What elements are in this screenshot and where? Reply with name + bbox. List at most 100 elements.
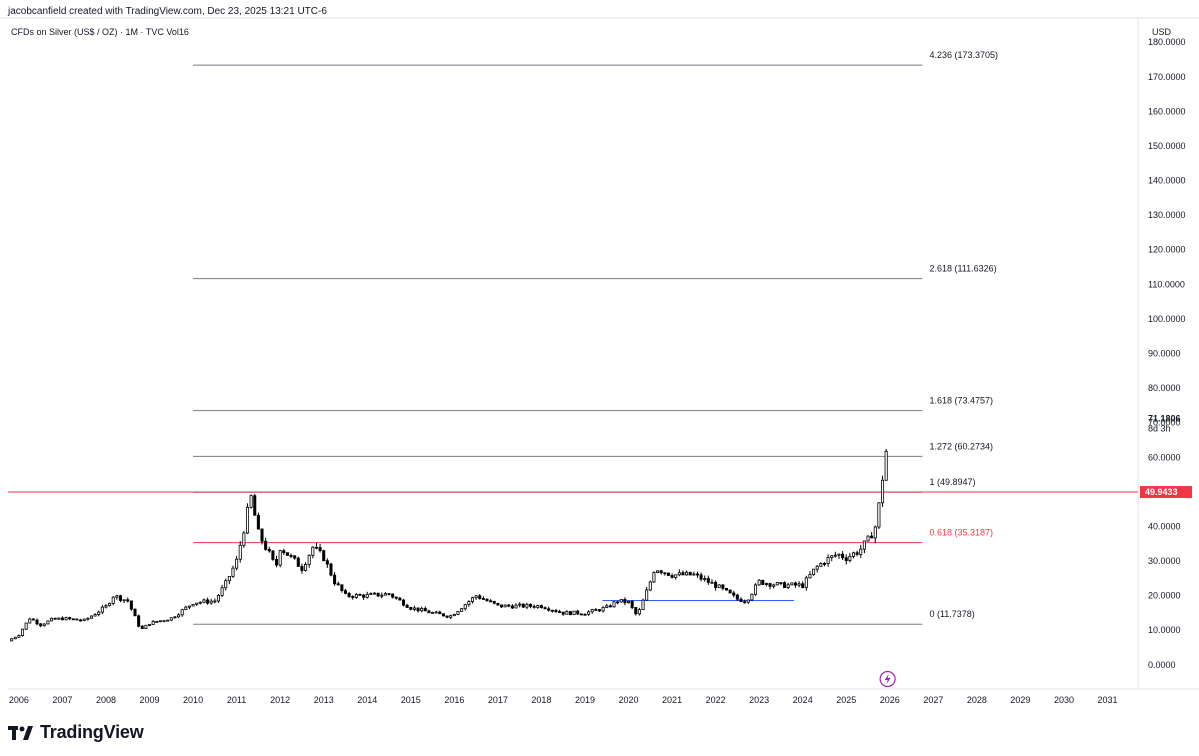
candle-body bbox=[213, 600, 217, 603]
candle-41 bbox=[158, 620, 162, 623]
candle-body bbox=[478, 595, 482, 599]
candle-13 bbox=[57, 617, 61, 620]
candle-body bbox=[583, 613, 587, 616]
candle-body bbox=[550, 609, 554, 612]
candle-body bbox=[775, 582, 779, 586]
candle-body bbox=[318, 547, 322, 552]
currency-label[interactable]: USD bbox=[1152, 27, 1172, 37]
x-tick-label: 2015 bbox=[401, 695, 421, 705]
chart-frame bbox=[0, 17, 1199, 690]
fib-label-0: 0 (11.7378) bbox=[929, 609, 974, 619]
candle-body bbox=[764, 583, 768, 585]
candle-34 bbox=[133, 608, 137, 617]
candle-28 bbox=[111, 596, 115, 606]
candle-body bbox=[489, 600, 493, 603]
candle-body bbox=[670, 575, 674, 578]
candle-body bbox=[703, 578, 707, 580]
candle-body bbox=[699, 574, 703, 580]
candle-113 bbox=[420, 606, 424, 613]
x-tick-label: 2011 bbox=[227, 695, 246, 705]
candle-body bbox=[173, 616, 177, 619]
candle-body bbox=[177, 614, 181, 618]
candle-body bbox=[652, 572, 656, 583]
candle-189 bbox=[695, 571, 699, 578]
candle-body bbox=[195, 602, 199, 605]
candle-208 bbox=[764, 582, 768, 587]
x-tick-label: 2014 bbox=[357, 695, 377, 705]
candle-body bbox=[529, 603, 533, 607]
candle-89 bbox=[333, 572, 337, 586]
candle-111 bbox=[412, 605, 416, 612]
candle-body bbox=[757, 579, 761, 586]
candle-body bbox=[808, 574, 812, 579]
candle-body bbox=[605, 605, 609, 608]
candle-body bbox=[554, 610, 558, 612]
candle-68 bbox=[256, 512, 260, 530]
candle-239 bbox=[877, 502, 881, 530]
candle-114 bbox=[423, 606, 427, 612]
candle-121 bbox=[449, 614, 453, 620]
candle-body bbox=[137, 615, 141, 627]
y-tick-label: 140.0000 bbox=[1148, 176, 1186, 186]
candle-body bbox=[492, 600, 496, 604]
candle-body bbox=[804, 577, 808, 588]
tradingview-logo[interactable]: TradingView bbox=[8, 722, 144, 743]
candle-body bbox=[431, 612, 435, 614]
candle-body bbox=[434, 611, 438, 614]
candle-241 bbox=[884, 448, 888, 481]
y-tick-label: 160.0000 bbox=[1148, 106, 1186, 116]
candle-63 bbox=[238, 541, 242, 563]
y-tick-label: 70.0000 bbox=[1148, 418, 1181, 428]
candle-77 bbox=[289, 553, 293, 559]
candle-192 bbox=[706, 575, 710, 585]
candle-body bbox=[187, 605, 191, 608]
candle-body bbox=[819, 563, 823, 567]
candle-body bbox=[576, 610, 580, 615]
candle-95 bbox=[354, 592, 358, 599]
candle-body bbox=[235, 558, 239, 569]
candle-body bbox=[626, 600, 631, 604]
candle-body bbox=[97, 611, 101, 615]
candle-body bbox=[601, 607, 605, 612]
candle-133 bbox=[492, 600, 496, 605]
candle-151 bbox=[558, 609, 562, 613]
candle-193 bbox=[710, 579, 714, 584]
candle-body bbox=[855, 552, 859, 555]
candle-102 bbox=[380, 592, 384, 599]
candle-15 bbox=[64, 616, 68, 621]
fib-label-2.618: 2.618 (111.6326) bbox=[929, 264, 996, 274]
candle-body bbox=[365, 593, 369, 598]
candle-25 bbox=[100, 605, 104, 615]
candle-body bbox=[278, 550, 282, 566]
candle-204 bbox=[750, 593, 754, 602]
candle-body bbox=[427, 610, 431, 614]
candle-210 bbox=[772, 583, 776, 589]
candle-body bbox=[539, 605, 543, 609]
x-tick-label: 2031 bbox=[1098, 695, 1118, 705]
candle-body bbox=[50, 617, 54, 622]
candle-119 bbox=[441, 613, 445, 617]
candle-3 bbox=[20, 628, 25, 637]
candle-220 bbox=[808, 571, 812, 579]
candle-body bbox=[307, 554, 311, 565]
candle-body bbox=[456, 610, 460, 615]
candle-body bbox=[579, 613, 583, 616]
candle-body bbox=[89, 615, 93, 619]
candle-97 bbox=[362, 594, 366, 600]
candle-body bbox=[151, 621, 155, 625]
candle-body bbox=[866, 535, 870, 542]
candle-40 bbox=[155, 621, 159, 623]
candle-211 bbox=[775, 581, 779, 586]
candle-body bbox=[267, 548, 271, 552]
candle-body bbox=[743, 601, 747, 604]
candle-227 bbox=[833, 551, 837, 558]
fib-label-4.236: 4.236 (173.3705) bbox=[929, 50, 998, 60]
symbol-info[interactable]: CFDs on Silver (US$ / OZ) · 1M · TVC Vol… bbox=[11, 27, 189, 37]
candle-body bbox=[260, 528, 264, 542]
candle-body bbox=[619, 598, 623, 603]
candle-125 bbox=[463, 603, 467, 611]
candle-body bbox=[166, 619, 170, 622]
candle-96 bbox=[358, 593, 362, 596]
candle-112 bbox=[416, 607, 420, 613]
